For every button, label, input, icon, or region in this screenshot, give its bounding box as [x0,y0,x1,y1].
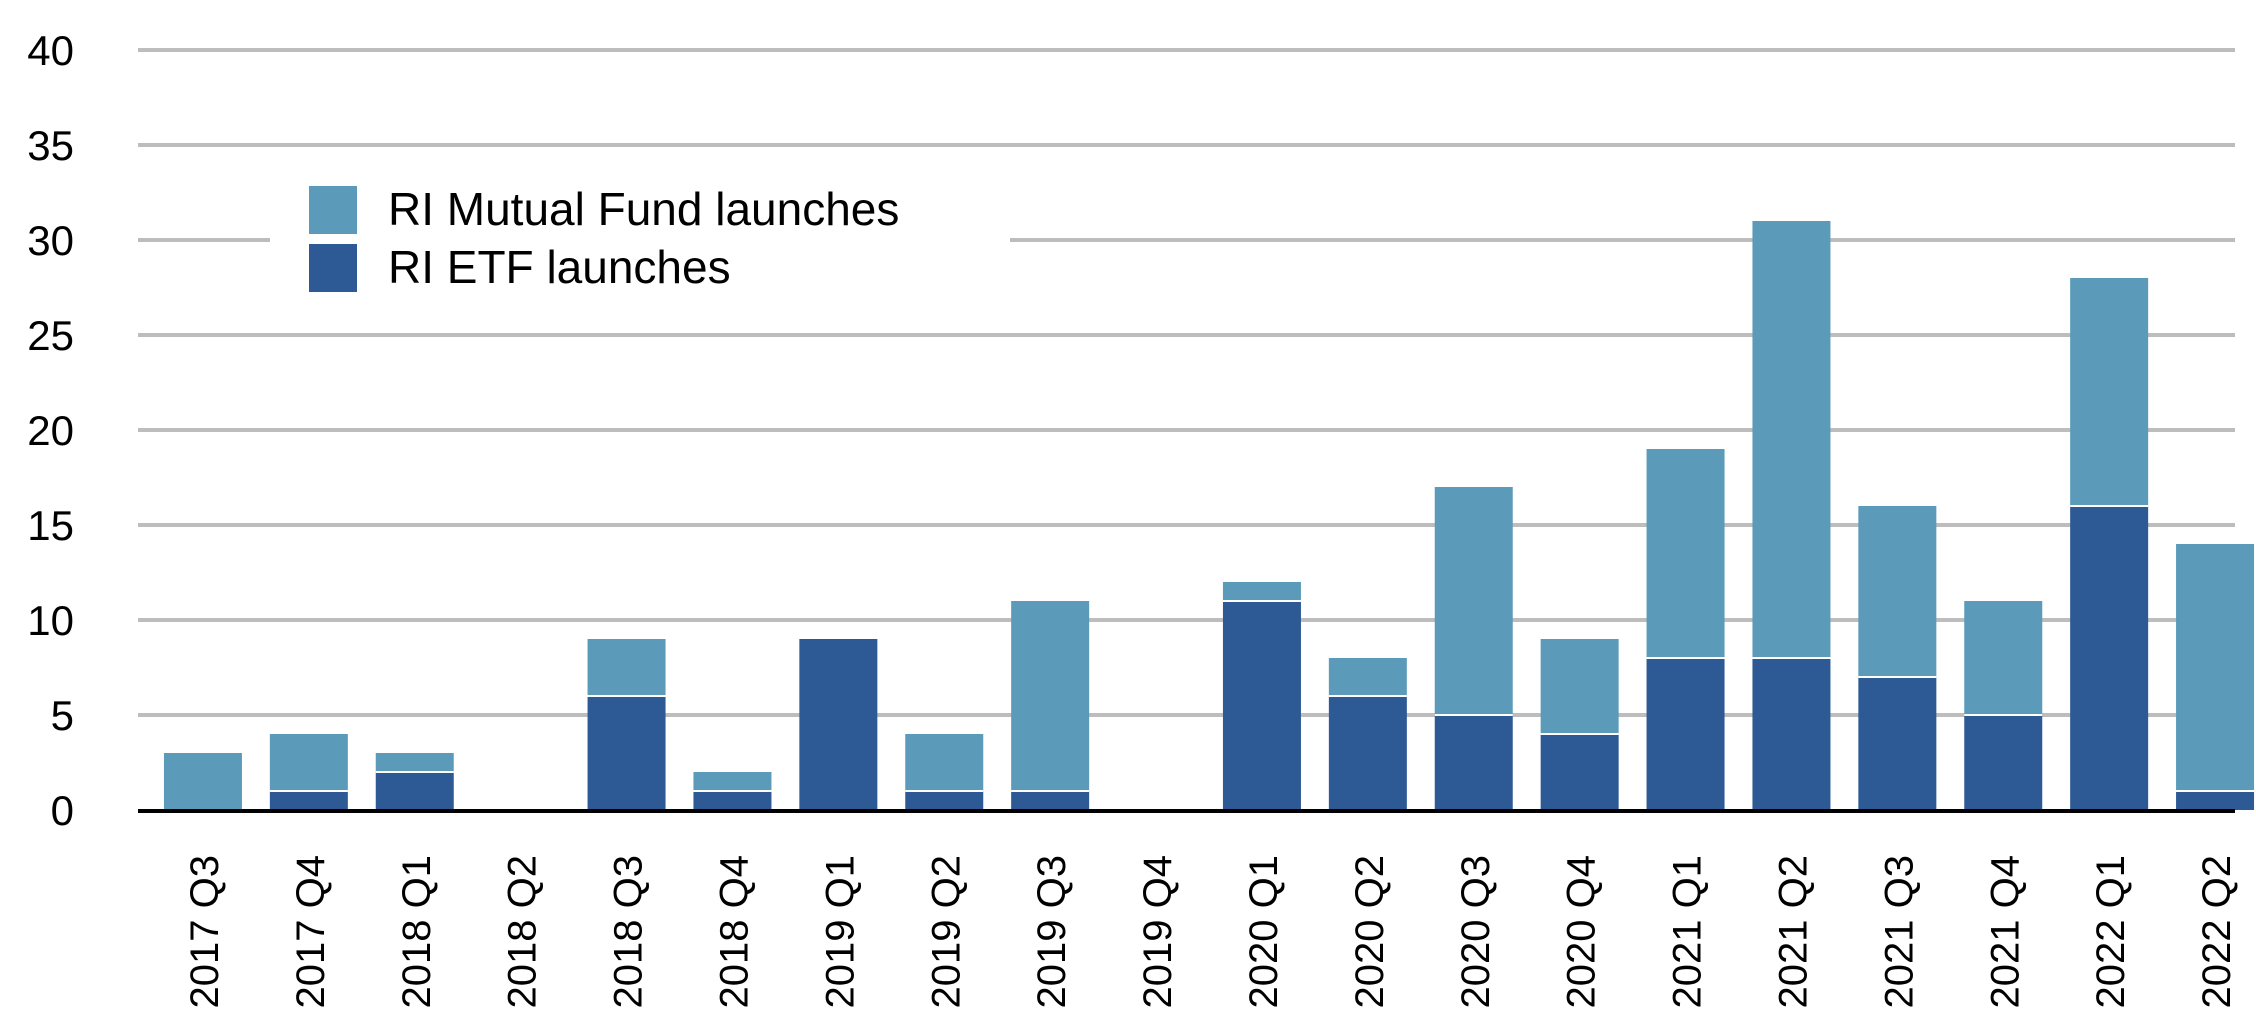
x-tick-label: 2020 Q3 [1454,855,1498,1008]
bar-segment-etf [1434,715,1513,810]
bar-segment-mutual-fund [1964,601,2043,715]
x-tick-label: 2020 Q1 [1242,855,1286,1008]
bar-segment-etf [1328,696,1407,810]
bar-segment-mutual-fund [905,734,984,791]
x-tick-label: 2019 Q3 [1030,855,1074,1008]
x-tick-label: 2018 Q4 [712,855,756,1008]
x-tick-label: 2017 Q4 [289,855,333,1008]
bar-segment-mutual-fund [587,639,666,696]
bar-segment-mutual-fund [1752,221,1831,658]
x-tick-label: 2019 Q2 [924,855,968,1008]
bar-segment-mutual-fund [2176,544,2255,791]
y-tick-label: 0 [51,787,74,834]
y-tick-label: 25 [27,312,74,359]
x-tick-label: 2021 Q4 [1983,855,2027,1008]
bar-segment-etf [2070,506,2149,810]
bar-segment-etf [1646,658,1725,810]
bars [163,221,2255,810]
y-tick-label: 30 [27,217,74,264]
x-tick-label: 2021 Q1 [1666,855,1710,1008]
x-tick-label: 2018 Q3 [607,855,651,1008]
y-axis-tick-labels: 0 5 10 15 20 25 30 35 40 [27,27,74,834]
bar-segment-etf [693,791,772,810]
bar-segment-mutual-fund [2070,278,2149,506]
y-tick-label: 40 [27,27,74,74]
legend: RI Mutual Fund launches RI ETF launches [270,180,1010,320]
legend-swatch [309,244,357,292]
legend-swatch [309,186,357,234]
bar-segment-mutual-fund [1540,639,1619,734]
x-tick-label: 2018 Q2 [501,855,545,1008]
x-tick-label: 2020 Q4 [1560,855,1604,1008]
y-tick-label: 5 [51,692,74,739]
bar-segment-mutual-fund [269,734,348,791]
y-tick-label: 15 [27,502,74,549]
bar-segment-mutual-fund [1858,506,1937,677]
x-axis: 2017 Q3 2017 Q4 2018 Q1 2018 Q2 2018 Q3 2018 … [138,809,2239,1008]
bar-segment-mutual-fund [1328,658,1407,696]
bar-segment-etf [799,639,878,810]
x-tick-label: 2022 Q2 [2195,855,2239,1008]
x-tick-label: 2019 Q4 [1136,855,1180,1008]
bar-segment-etf [1858,677,1937,810]
x-tick-label: 2021 Q3 [1877,855,1921,1008]
bar-segment-mutual-fund [1646,449,1725,658]
x-tick-label: 2017 Q3 [183,855,227,1008]
bar-segment-etf [269,791,348,810]
bar-segment-etf [1222,601,1301,810]
bar-segment-etf [2176,791,2255,810]
x-tick-label: 2022 Q1 [2089,855,2133,1008]
x-tick-label: 2021 Q2 [1771,855,1815,1008]
bar-segment-mutual-fund [163,753,242,810]
bar-segment-mutual-fund [375,753,454,772]
y-tick-label: 35 [27,122,74,169]
bar-segment-mutual-fund [1222,582,1301,601]
bar-segment-etf [1540,734,1619,810]
legend-background [270,180,1010,320]
legend-label: RI Mutual Fund launches [388,183,899,235]
bar-segment-etf [1964,715,2043,810]
bar-segment-etf [905,791,984,810]
bar-segment-mutual-fund [1434,487,1513,715]
x-tick-label: 2020 Q2 [1348,855,1392,1008]
y-tick-label: 20 [27,407,74,454]
x-tick-label: 2019 Q1 [818,855,862,1008]
bar-segment-etf [1752,658,1831,810]
bar-segment-etf [1011,791,1090,810]
legend-label: RI ETF launches [388,241,731,293]
bar-segment-mutual-fund [1011,601,1090,791]
bar-segment-etf [587,696,666,810]
y-tick-label: 10 [27,597,74,644]
x-tick-label: 2018 Q1 [395,855,439,1008]
bar-segment-mutual-fund [693,772,772,791]
bar-segment-etf [375,772,454,810]
